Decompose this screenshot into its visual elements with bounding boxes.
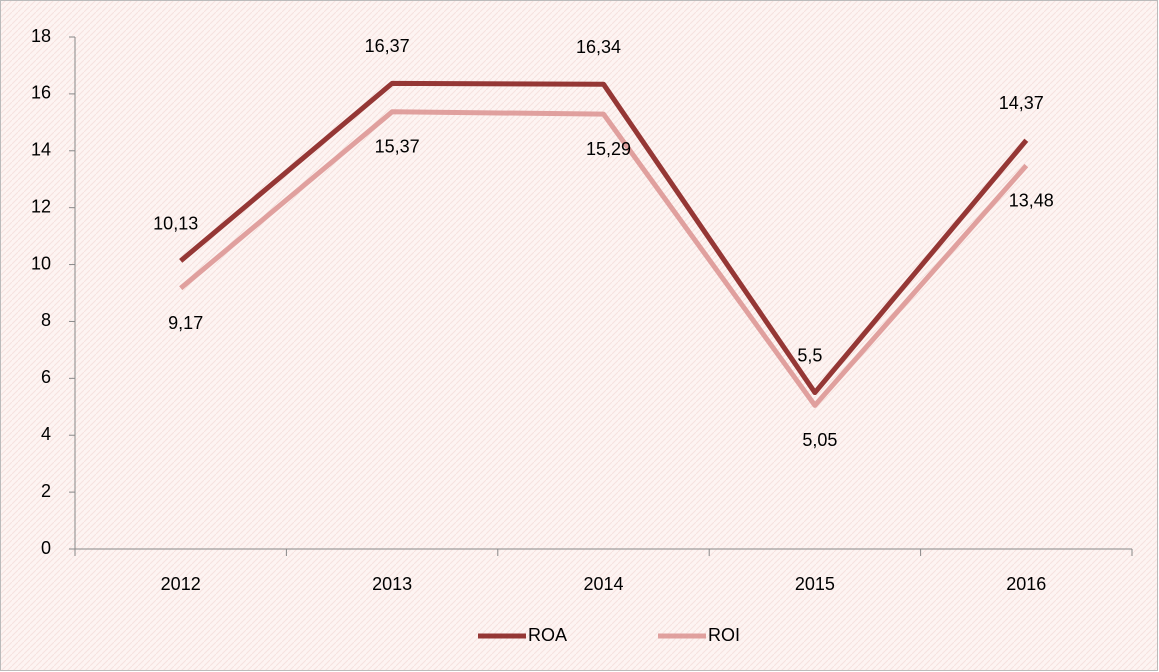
y-tick-label: 12 <box>31 196 51 216</box>
y-tick-label: 16 <box>31 83 51 103</box>
data-label: 10,13 <box>153 214 198 234</box>
y-tick-label: 8 <box>41 310 51 330</box>
y-tick-label: 2 <box>41 481 51 501</box>
x-tick-label: 2015 <box>795 574 835 594</box>
x-tick-label: 2014 <box>583 574 623 594</box>
x-tick-label: 2016 <box>1006 574 1046 594</box>
x-tick-label: 2013 <box>372 574 412 594</box>
data-label: 5,5 <box>797 345 822 365</box>
y-tick-label: 14 <box>31 140 51 160</box>
data-label: 15,29 <box>586 139 631 159</box>
legend-label: ROA <box>528 625 567 645</box>
y-tick-label: 10 <box>31 253 51 273</box>
data-label: 9,17 <box>168 313 203 333</box>
series-line <box>179 80 1029 396</box>
data-label: 14,37 <box>999 93 1044 113</box>
y-tick-label: 6 <box>41 367 51 387</box>
y-tick-label: 4 <box>41 424 51 444</box>
data-label: 13,48 <box>1009 190 1054 210</box>
data-label: 15,37 <box>375 137 420 157</box>
data-label: 16,37 <box>365 36 410 56</box>
series-line <box>179 109 1029 408</box>
x-tick-label: 2012 <box>161 574 201 594</box>
y-tick-label: 0 <box>41 538 51 558</box>
data-label: 16,34 <box>576 37 621 57</box>
legend-label: ROI <box>708 625 740 645</box>
y-tick-label: 18 <box>31 26 51 46</box>
data-label: 5,05 <box>802 430 837 450</box>
